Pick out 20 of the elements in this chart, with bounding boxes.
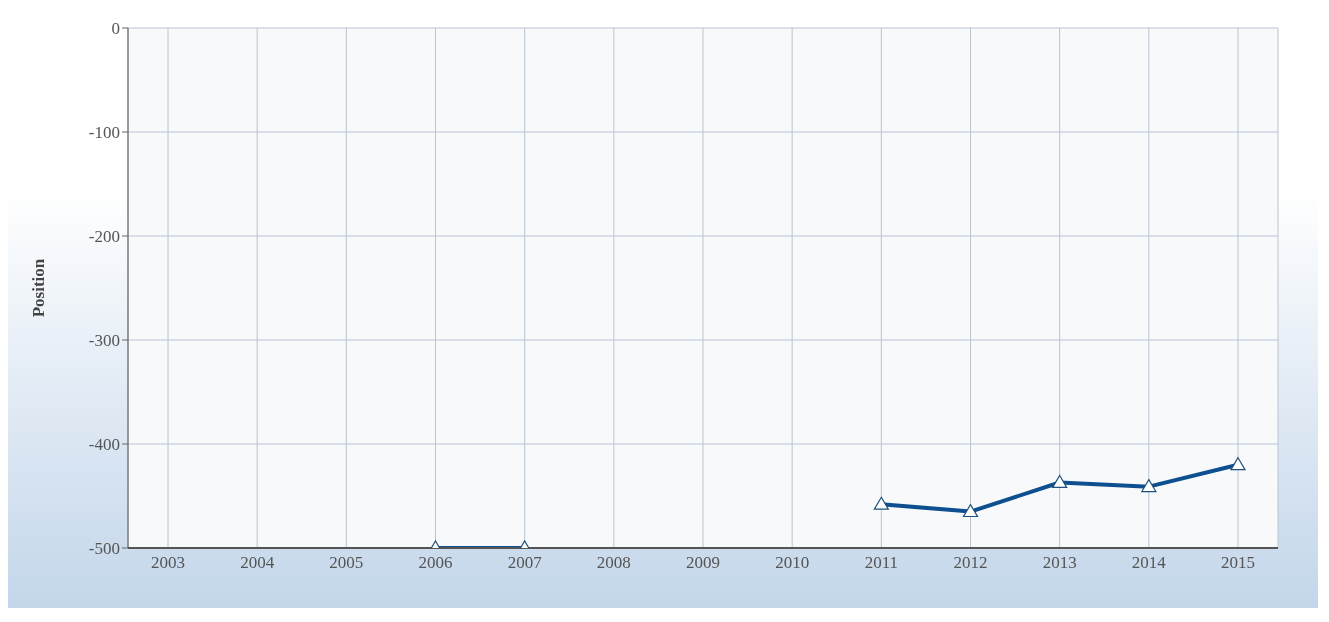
x-tick-label: 2003 <box>151 553 185 573</box>
x-tick-label: 2015 <box>1221 553 1255 573</box>
x-tick-label: 2008 <box>596 553 631 573</box>
x-tick-label: 2010 <box>775 553 810 573</box>
x-tick-label: 2014 <box>1131 553 1167 573</box>
y-tick-label: -400 <box>88 435 120 455</box>
x-tick-label: 2007 <box>507 553 543 573</box>
x-tick-label: 2012 <box>953 553 988 573</box>
x-tick-label: 2004 <box>240 553 275 573</box>
x-tick-label: 2009 <box>686 553 720 573</box>
x-tick-label: 2013 <box>1042 553 1077 573</box>
y-tick-label: -300 <box>88 331 120 351</box>
x-tick-label: 2005 <box>329 553 364 573</box>
y-tick-label: -500 <box>88 539 120 559</box>
y-tick-label: -100 <box>88 123 120 143</box>
x-tick-label: 2006 <box>418 553 453 573</box>
y-tick-label: 0 <box>111 19 120 39</box>
y-tick-label: -200 <box>88 227 120 247</box>
x-tick-label: 2011 <box>864 553 899 573</box>
y-axis-title: Position <box>29 258 49 318</box>
